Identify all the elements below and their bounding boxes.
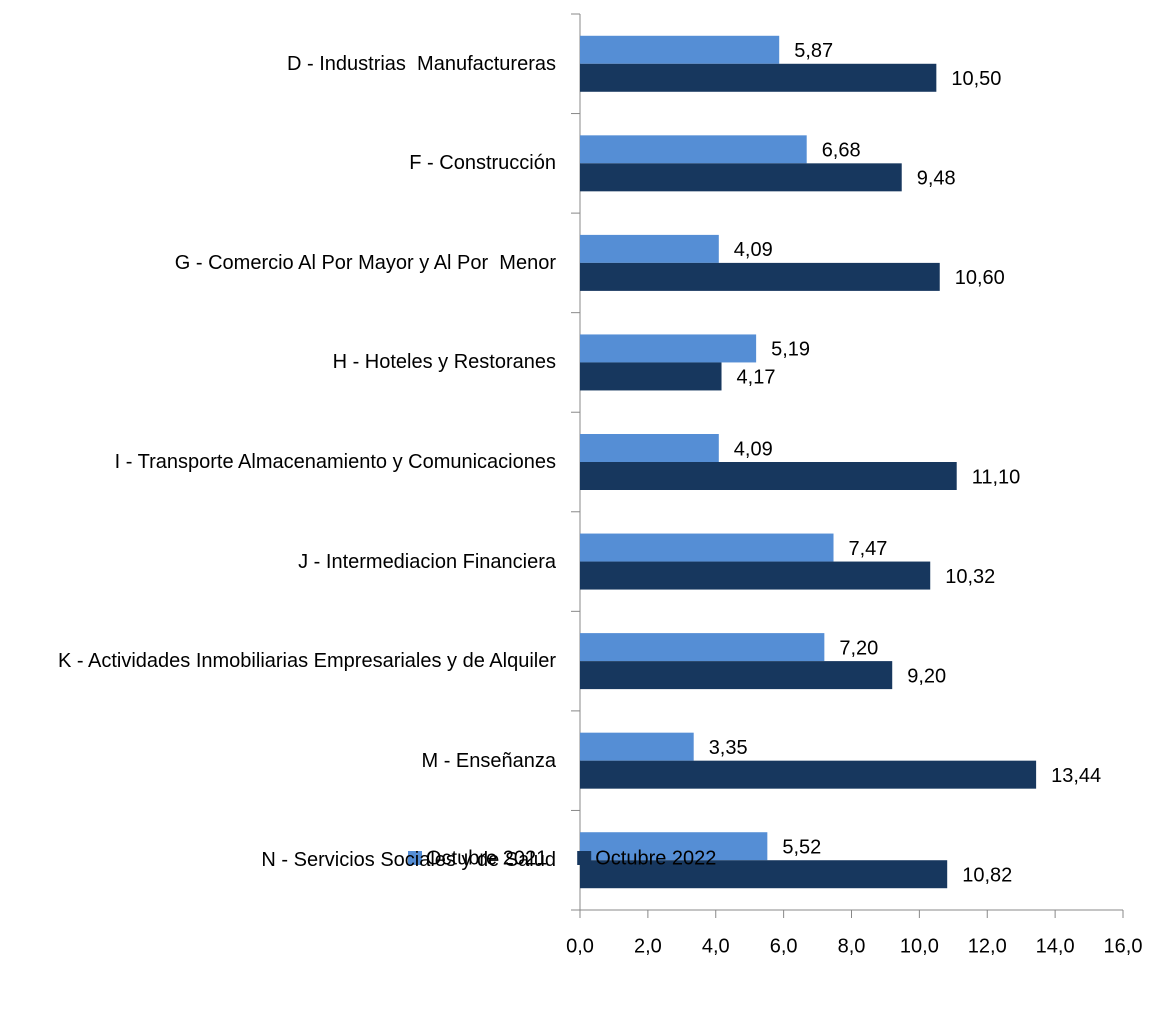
value-label: 5,52 xyxy=(782,837,821,859)
x-tick-label: 12,0 xyxy=(968,935,1007,957)
category-label: D - Industrias Manufactureras xyxy=(287,52,556,75)
bar xyxy=(580,732,694,761)
category-label: J - Intermediacion Financiera xyxy=(298,550,556,573)
x-tick-label: 6,0 xyxy=(770,935,798,957)
legend-label: Octubre 2022 xyxy=(595,847,716,869)
value-label: 10,50 xyxy=(951,68,1001,90)
bar xyxy=(580,462,957,490)
legend-label: Octubre 2021 xyxy=(426,847,547,869)
bar xyxy=(580,35,780,64)
bar xyxy=(580,860,948,889)
bar xyxy=(580,334,757,363)
x-tick-label: 4,0 xyxy=(702,935,730,957)
value-label: 7,20 xyxy=(839,637,878,659)
bar xyxy=(580,434,719,462)
bar xyxy=(580,760,1037,789)
bar xyxy=(580,533,834,562)
bar xyxy=(580,362,722,391)
value-label: 4,17 xyxy=(737,367,776,389)
value-label: 10,82 xyxy=(962,865,1012,887)
category-label: F - Construcción xyxy=(409,152,556,175)
value-label: 5,19 xyxy=(771,339,810,361)
value-label: 9,48 xyxy=(917,168,956,190)
category-label: N - Servicios Sociales y de Salud xyxy=(261,849,556,872)
value-label: 5,87 xyxy=(794,40,833,62)
x-tick-label: 10,0 xyxy=(900,935,939,957)
bar xyxy=(580,63,937,92)
bar xyxy=(580,135,807,164)
bar xyxy=(580,234,719,263)
bar xyxy=(580,561,931,590)
bar xyxy=(580,163,902,192)
category-label: M - Enseñanza xyxy=(421,749,556,772)
x-tick-label: 16,0 xyxy=(1104,935,1143,957)
x-tick-label: 0,0 xyxy=(566,935,594,957)
category-label: H - Hoteles y Restoranes xyxy=(332,351,556,374)
value-label: 10,60 xyxy=(955,267,1005,289)
value-label: 13,44 xyxy=(1051,765,1101,787)
legend-swatch xyxy=(408,851,422,865)
value-label: 10,32 xyxy=(945,566,995,588)
x-tick-label: 14,0 xyxy=(1036,935,1075,957)
legend-swatch xyxy=(577,851,592,865)
value-label: 9,20 xyxy=(907,665,946,687)
value-label: 4,09 xyxy=(734,239,773,261)
category-label: G - Comercio Al Por Mayor y Al Por Menor xyxy=(174,251,556,274)
category-label: K - Actividades Inmobiliarias Empresaria… xyxy=(58,650,556,673)
x-tick-label: 2,0 xyxy=(634,935,662,957)
bar xyxy=(580,633,825,662)
bar xyxy=(580,832,768,861)
value-label: 4,09 xyxy=(734,438,773,460)
value-label: 11,10 xyxy=(972,466,1021,488)
value-label: 3,35 xyxy=(709,737,748,759)
value-label: 6,68 xyxy=(822,140,861,162)
bar xyxy=(580,661,893,690)
bar xyxy=(580,262,940,291)
x-tick-label: 8,0 xyxy=(838,935,866,957)
category-label: I - Transporte Almacenamiento y Comunica… xyxy=(114,451,556,473)
value-label: 7,47 xyxy=(849,538,888,560)
